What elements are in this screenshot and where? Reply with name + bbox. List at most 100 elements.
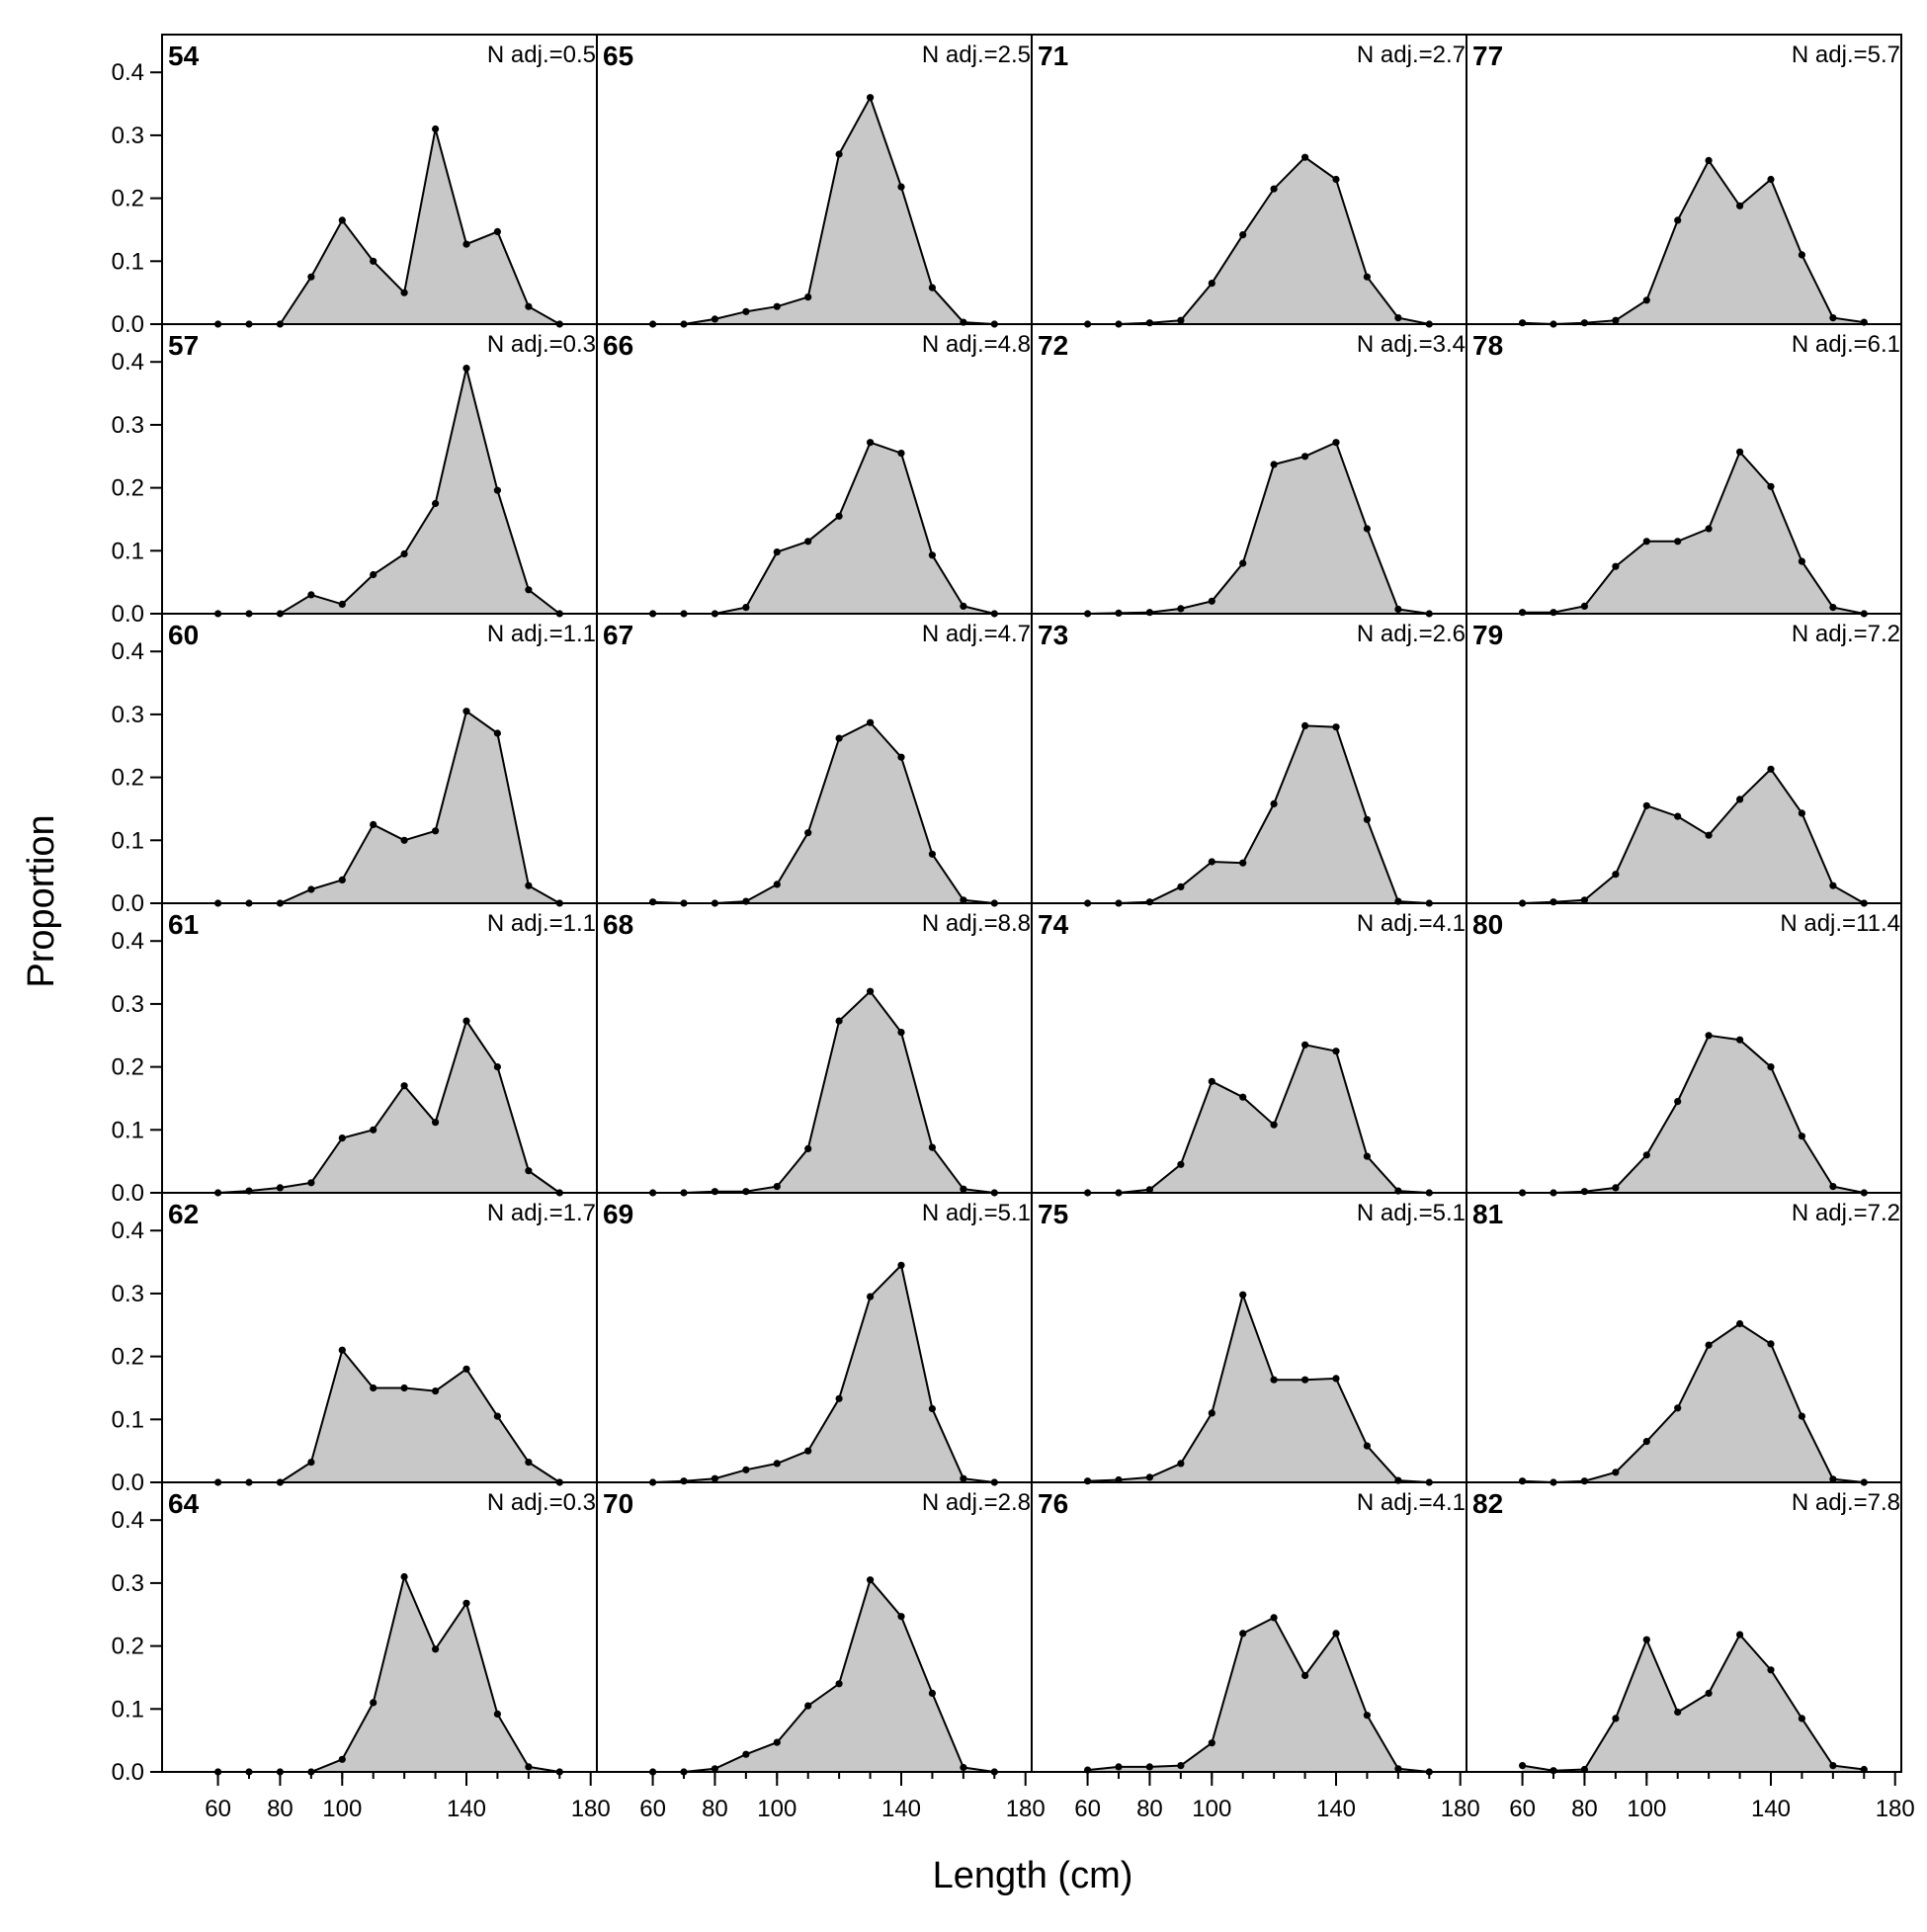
n-adj-label: N adj.=6.1 <box>1792 331 1900 358</box>
data-point <box>773 1460 781 1468</box>
data-point <box>1177 1460 1185 1468</box>
data-point <box>928 1143 937 1151</box>
data-point <box>1301 1041 1309 1049</box>
data-point <box>1519 1477 1527 1485</box>
data-point <box>1580 319 1588 327</box>
data-point <box>1239 1291 1247 1299</box>
data-point <box>1580 1188 1588 1196</box>
data-point <box>462 1365 470 1373</box>
data-point <box>1519 609 1527 617</box>
area-fill <box>217 368 560 614</box>
data-point <box>1767 482 1775 490</box>
data-point <box>1270 185 1278 193</box>
data-point <box>1363 1152 1371 1160</box>
area-fill <box>1522 769 1865 903</box>
data-point <box>928 1689 937 1697</box>
area-fill <box>652 442 995 614</box>
panel-65: 65 N adj.=2.5 <box>603 41 1031 328</box>
data-point <box>1798 557 1805 565</box>
y-tick-label: 0.4 <box>112 59 144 86</box>
panel-label: 74 <box>1038 909 1069 940</box>
n-adj-label: N adj.=5.1 <box>922 1200 1031 1226</box>
data-point <box>1674 538 1682 546</box>
data-point <box>835 1017 843 1025</box>
data-point <box>835 150 843 158</box>
area-fill <box>1087 1045 1430 1193</box>
data-point <box>1208 858 1215 866</box>
panel-label: 57 <box>168 330 199 361</box>
data-point <box>1363 273 1371 281</box>
data-point <box>1332 1048 1340 1055</box>
y-tick-label: 0.1 <box>112 1117 144 1143</box>
panel-label: 81 <box>1472 1199 1503 1229</box>
data-point <box>525 1763 533 1771</box>
area-fill <box>652 1579 995 1772</box>
data-point <box>1177 605 1185 613</box>
data-point <box>462 1017 470 1025</box>
data-point <box>1612 871 1620 879</box>
data-point <box>432 125 440 133</box>
data-point <box>773 548 781 556</box>
data-point <box>1767 765 1775 773</box>
series-line <box>652 1577 995 1773</box>
data-point <box>1332 175 1340 184</box>
y-tick-label: 0.0 <box>112 311 144 338</box>
y-tick-label: 0.2 <box>112 1054 144 1081</box>
data-point <box>1736 1319 1744 1328</box>
data-point <box>525 302 533 310</box>
data-point <box>1332 723 1340 731</box>
panel-label: 69 <box>603 1199 633 1229</box>
x-tick-label: 180 <box>1006 1796 1046 1822</box>
data-point <box>1736 1631 1744 1638</box>
series-line <box>1522 1034 1865 1194</box>
n-adj-label: N adj.=1.1 <box>487 621 596 647</box>
area-fill <box>1087 1295 1430 1482</box>
data-point <box>835 1680 843 1688</box>
y-tick-label: 0.0 <box>112 1470 144 1496</box>
data-point <box>1332 1375 1340 1383</box>
area-fill <box>217 1350 560 1482</box>
data-point <box>867 1576 875 1584</box>
data-point <box>1612 316 1620 324</box>
data-point <box>867 987 875 995</box>
data-point <box>1642 538 1650 546</box>
series-line <box>1087 1044 1430 1194</box>
data-point <box>1084 1477 1092 1485</box>
y-tick-label: 0.2 <box>112 765 144 792</box>
y-axis-title: Proportion <box>21 814 62 987</box>
panel-69: 69 N adj.=5.1 <box>603 1199 1031 1486</box>
panel-label: 76 <box>1038 1488 1068 1519</box>
data-point <box>897 1029 905 1037</box>
data-point <box>1798 251 1805 259</box>
panel-57: 57 N adj.=0.3 <box>168 330 596 618</box>
y-tick-label: 0.3 <box>112 412 144 439</box>
y-tick-label: 0.4 <box>112 1218 144 1244</box>
data-point <box>1239 1093 1247 1101</box>
data-point <box>773 881 781 888</box>
n-adj-label: N adj.=1.1 <box>487 910 596 937</box>
panel-label: 75 <box>1038 1199 1068 1229</box>
data-point <box>711 1188 719 1196</box>
y-tick-label: 0.2 <box>112 475 144 502</box>
area-fill <box>1087 442 1430 614</box>
n-adj-label: N adj.=2.6 <box>1357 621 1466 647</box>
data-point <box>493 486 501 494</box>
panel-label: 64 <box>168 1488 200 1519</box>
x-axis-title: Length (cm) <box>933 1855 1133 1896</box>
n-adj-label: N adj.=7.2 <box>1792 621 1900 647</box>
data-point <box>338 216 346 224</box>
data-point <box>1767 1063 1775 1071</box>
x-tick-label: 180 <box>1876 1796 1915 1822</box>
panel-60: 60 N adj.=1.1 <box>168 620 596 907</box>
panel-label: 68 <box>603 909 633 940</box>
data-point <box>1301 453 1309 461</box>
n-adj-label: N adj.=2.7 <box>1357 42 1466 68</box>
data-point <box>1612 562 1620 570</box>
data-point <box>370 1384 377 1392</box>
data-point <box>1829 314 1837 322</box>
data-point <box>1612 1184 1620 1192</box>
data-point <box>370 820 377 829</box>
data-point <box>1394 314 1402 322</box>
area-fill <box>1087 1617 1430 1772</box>
panel-62: 62 N adj.=1.7 <box>168 1199 596 1486</box>
